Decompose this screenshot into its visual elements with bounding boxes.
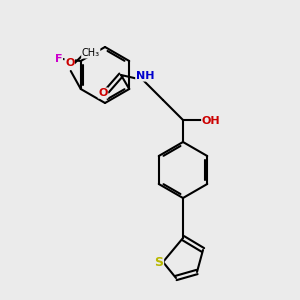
Text: CH₃: CH₃ — [82, 48, 100, 58]
Text: O: O — [98, 88, 108, 98]
Text: F: F — [55, 54, 62, 64]
Text: NH: NH — [136, 71, 154, 81]
Text: O: O — [65, 58, 74, 68]
Text: S: S — [154, 256, 164, 268]
Text: OH: OH — [202, 116, 220, 126]
